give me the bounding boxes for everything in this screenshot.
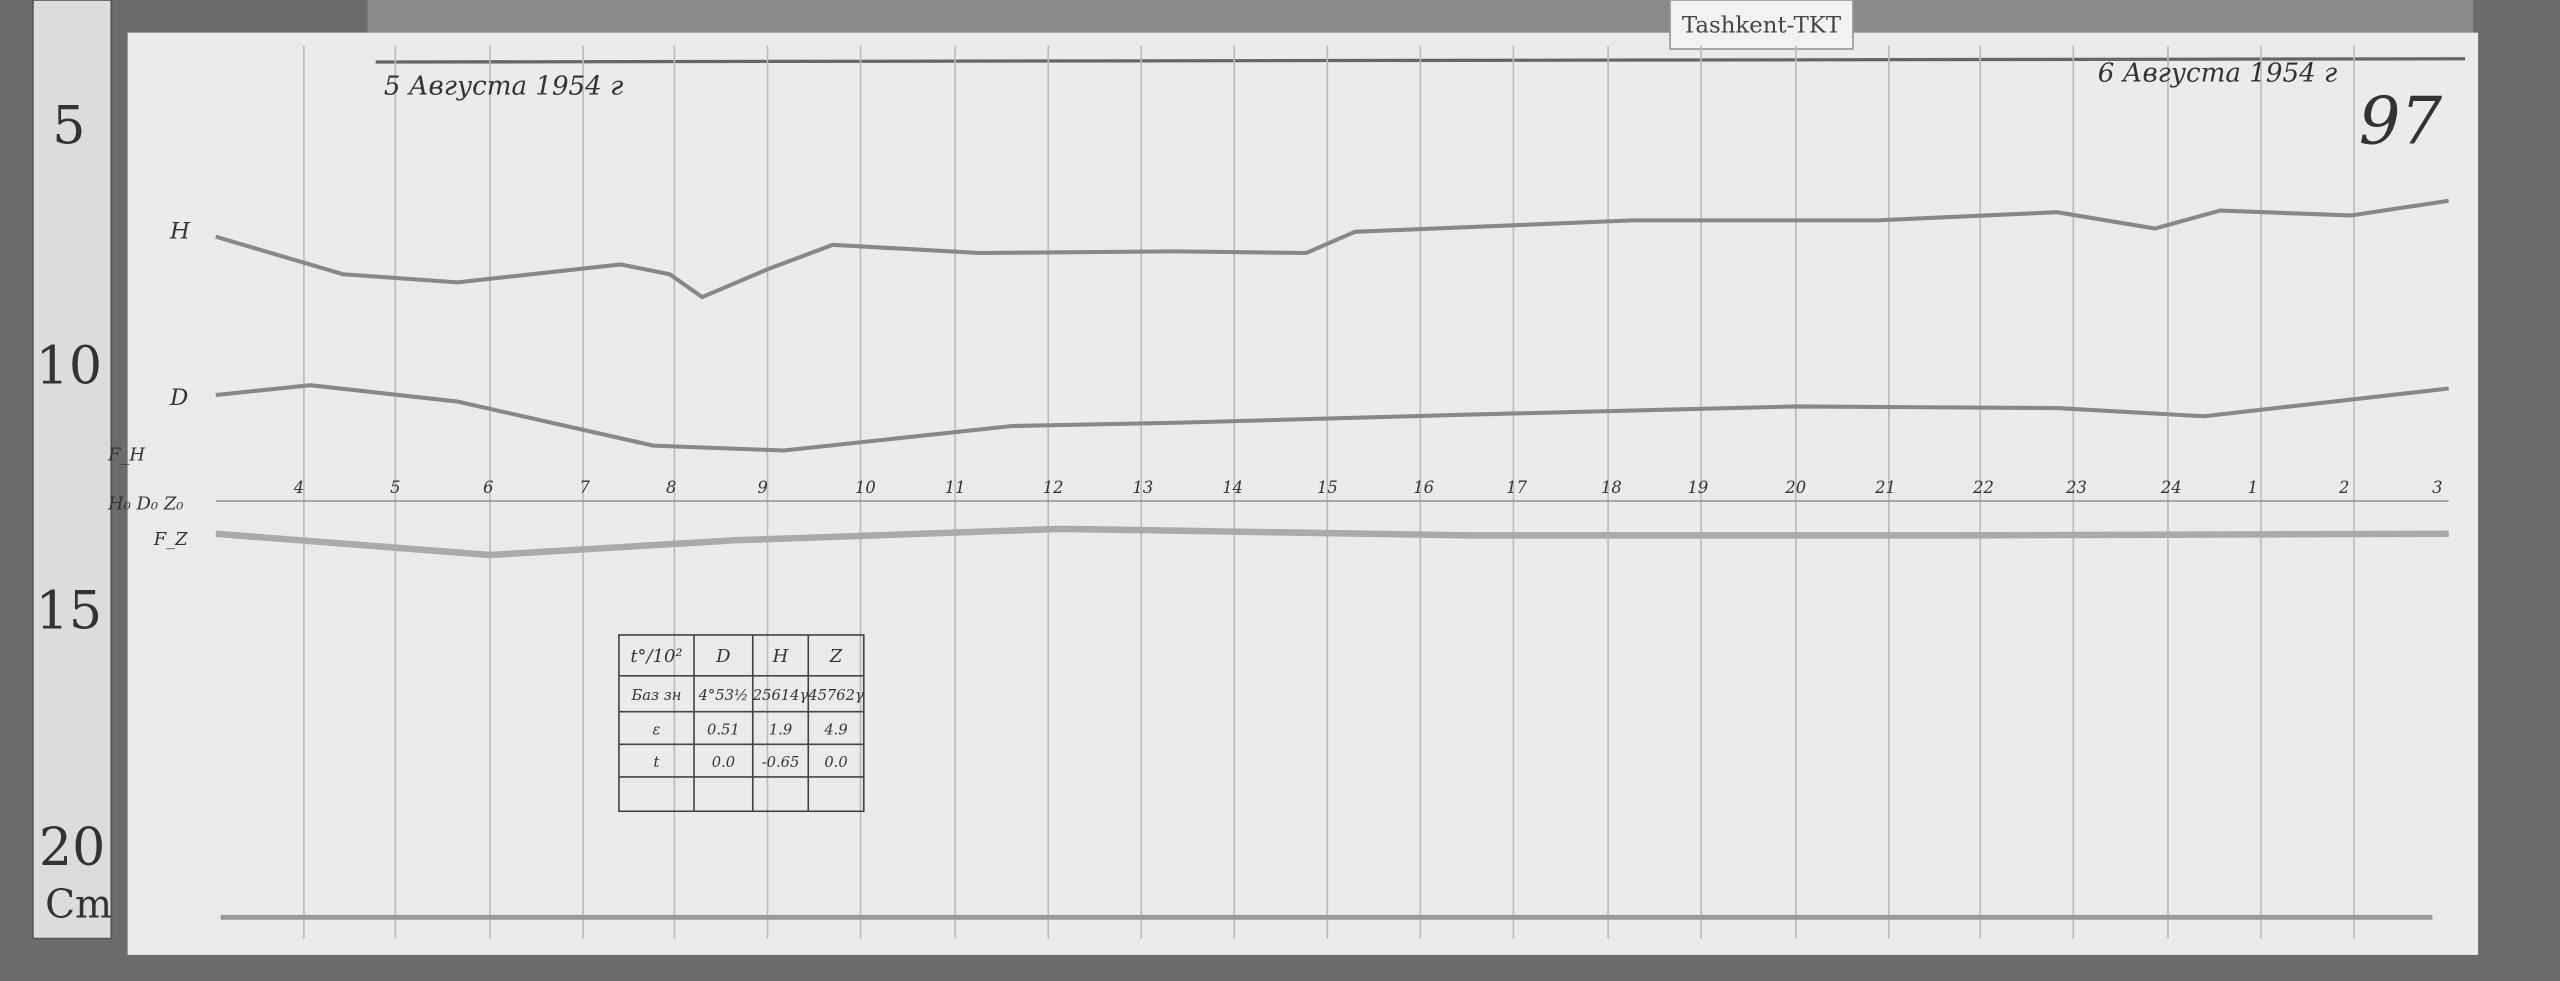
date-left: 5 Августа 1954 г <box>384 72 623 102</box>
table-cell: H <box>772 646 789 667</box>
ruler-label: 20 <box>39 818 105 878</box>
hour-label: 5 <box>390 478 400 497</box>
baseline-label: F_Z <box>153 529 188 550</box>
hour-label: 13 <box>1133 478 1154 497</box>
table-frame <box>618 634 865 813</box>
hour-label: 2 <box>2338 478 2349 497</box>
hour-label: 24 <box>2160 478 2182 497</box>
table-cell: 4.9 <box>823 722 847 739</box>
hour-label: 18 <box>1601 478 1622 497</box>
table-cell: -0.65 <box>762 754 800 771</box>
hour-label: 23 <box>2065 478 2087 497</box>
table-cell: D <box>715 646 730 667</box>
table-cell: 0.0 <box>824 754 847 771</box>
table-cell: 45762γ <box>807 687 864 704</box>
hour-label: 22 <box>1972 478 1994 497</box>
hour-label: 15 <box>1317 478 1338 497</box>
hour-label: 11 <box>945 478 966 497</box>
hour-label: 4 <box>293 478 304 497</box>
hour-label: 14 <box>1222 478 1243 497</box>
z-trace <box>215 525 2449 559</box>
d-label: D <box>169 385 188 411</box>
hour-label: 7 <box>579 478 590 497</box>
table-cell: 25614γ <box>752 687 809 704</box>
table-cell: 0.51 <box>707 722 740 739</box>
d-trace <box>215 383 2449 453</box>
hour-label: 3 <box>2432 478 2442 497</box>
date-right: 6 Августа 1954 г <box>2098 59 2337 89</box>
hour-label: 10 <box>855 478 876 497</box>
table-cell: t <box>654 754 660 771</box>
ruler-unit: Cm <box>45 882 112 927</box>
page-number: 97 <box>2359 84 2443 160</box>
tag: Tashkent-TKT <box>1682 13 1842 39</box>
ruler-label: 15 <box>36 581 102 641</box>
hour-label: 21 <box>1874 478 1896 497</box>
paper <box>127 32 2479 955</box>
tag-box <box>1669 0 1854 50</box>
ruler-label: 10 <box>36 337 102 397</box>
table-cell: Баз зн <box>631 687 682 704</box>
baseline-label: H₀ D₀ Z₀ <box>107 493 183 514</box>
hour-label: 6 <box>483 478 493 497</box>
ruler <box>32 0 113 940</box>
hour-label: 16 <box>1413 478 1434 497</box>
table-cell: 4°53½ <box>698 687 749 704</box>
table-cell: 0.0 <box>712 754 735 771</box>
table-cell: t°/10² <box>630 646 682 667</box>
baseline-label: F_H <box>107 444 145 465</box>
hour-label: 9 <box>757 478 767 497</box>
hour-label: 8 <box>666 478 676 497</box>
h-label: H <box>169 218 191 244</box>
hour-label: 19 <box>1687 478 1708 497</box>
hour-label: 17 <box>1506 478 1527 497</box>
ruler-label: 5 <box>52 97 85 157</box>
table-cell: 1.9 <box>769 722 792 739</box>
table-cell: Z <box>829 646 843 667</box>
hour-label: 20 <box>1784 478 1806 497</box>
h-trace <box>215 198 2450 300</box>
table-cell: ε <box>653 722 661 739</box>
hour-label: 12 <box>1043 478 1064 497</box>
hour-label: 1 <box>2248 478 2258 497</box>
